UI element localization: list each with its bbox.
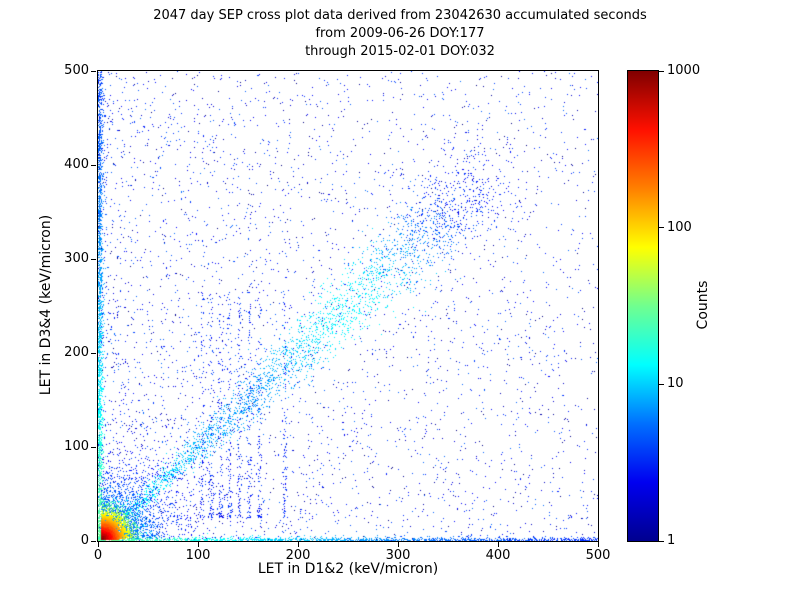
plot-area (97, 70, 599, 542)
y-tick-mark (91, 70, 96, 72)
y-tick-label: 300 (64, 251, 89, 266)
colorbar-tick-label: 1 (667, 533, 676, 548)
x-tick-label: 100 (185, 548, 211, 563)
chart-title-line-2: from 2009-06-26 DOY:177 (315, 26, 485, 41)
colorbar (627, 70, 659, 542)
y-tick-mark (91, 164, 96, 166)
y-tick-label: 400 (64, 157, 89, 172)
x-tick-mark (597, 542, 599, 547)
y-tick-label: 500 (64, 63, 89, 78)
x-tick-mark (297, 542, 299, 547)
colorbar-tick-label: 1000 (667, 63, 701, 78)
y-tick-label: 0 (80, 533, 89, 548)
x-tick-label: 400 (485, 548, 511, 563)
chart-title-line-3: through 2015-02-01 DOY:032 (305, 44, 495, 59)
y-tick-mark (91, 352, 96, 354)
x-tick-mark (497, 542, 499, 547)
chart-title-line-1: 2047 day SEP cross plot data derived fro… (153, 8, 647, 23)
colorbar-tick-mark (659, 540, 664, 542)
scatter-canvas (98, 71, 598, 541)
x-tick-mark (197, 542, 199, 547)
x-axis-label: LET in D1&2 (keV/micron) (257, 561, 439, 577)
x-tick-label: 500 (585, 548, 611, 563)
x-tick-mark (97, 542, 99, 547)
colorbar-tick-mark (659, 70, 664, 72)
x-tick-label: 0 (93, 548, 103, 563)
x-tick-mark (397, 542, 399, 547)
colorbar-tick-mark (659, 227, 664, 229)
colorbar-tick-label: 100 (667, 219, 692, 235)
y-tick-label: 200 (64, 345, 89, 360)
y-tick-label: 100 (64, 439, 89, 454)
colorbar-tick-mark (659, 383, 664, 385)
y-tick-mark (91, 258, 96, 260)
colorbar-tick-label: 10 (667, 376, 684, 392)
y-tick-mark (91, 446, 96, 448)
colorbar-label: Counts (695, 280, 711, 330)
y-axis-label: LET in D3&4 (keV/micron) (38, 214, 54, 396)
x-tick-label: 300 (385, 548, 411, 563)
y-tick-mark (91, 540, 96, 542)
x-tick-label: 200 (285, 548, 311, 563)
